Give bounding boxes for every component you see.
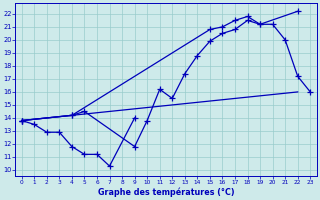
X-axis label: Graphe des températures (°C): Graphe des températures (°C) [98,187,234,197]
